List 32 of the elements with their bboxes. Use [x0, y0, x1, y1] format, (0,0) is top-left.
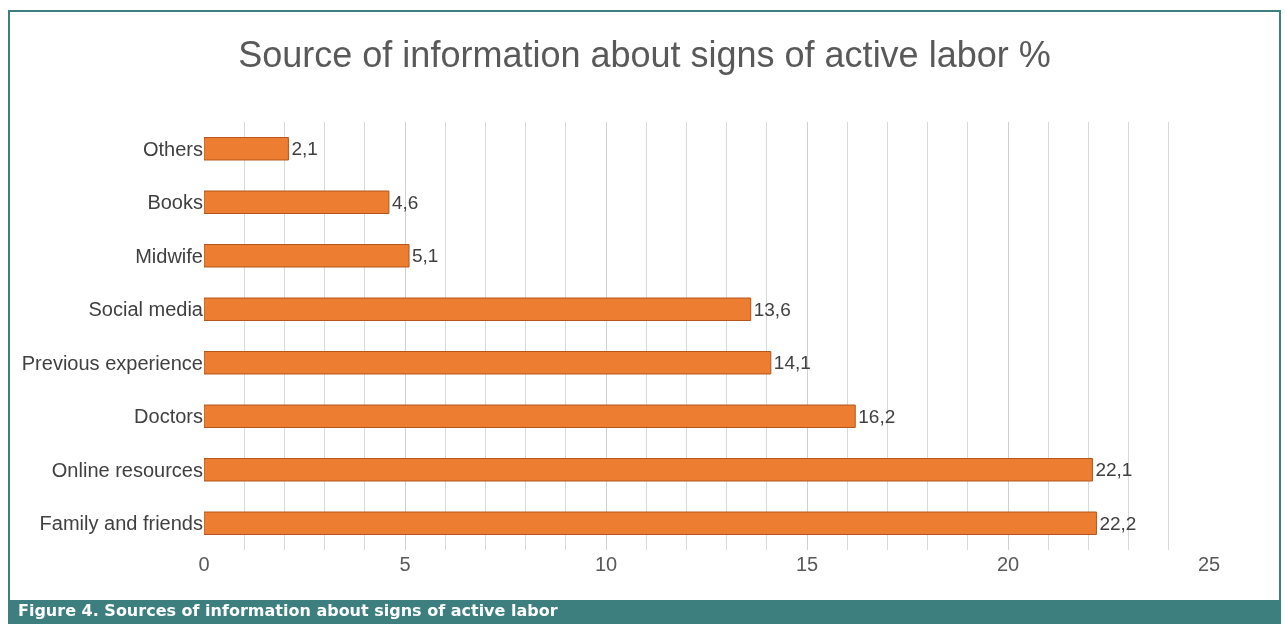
data-label: 5,1: [412, 245, 439, 267]
data-label: 14,1: [773, 352, 811, 374]
data-label: 22,1: [1095, 459, 1133, 481]
x-tick-label: 10: [594, 553, 618, 575]
x-tick-label: 0: [198, 553, 210, 575]
data-label: 4,6: [391, 191, 419, 213]
y-tick-label: Books: [147, 191, 203, 214]
y-tick-label: Family and friends: [39, 512, 203, 535]
caption: Figure 4. Sources of information about signs of active labor: [10, 600, 1279, 622]
x-tick-label: 25: [1197, 553, 1221, 575]
y-tick-label: Doctors: [134, 405, 203, 428]
bar: [204, 458, 1093, 482]
bar: [204, 244, 410, 268]
x-tick-label: 5: [399, 553, 411, 575]
y-tick-label: Others: [142, 137, 203, 160]
y-tick-label: Midwife: [135, 244, 203, 267]
bar: [204, 404, 856, 428]
data-label: 16,2: [858, 405, 896, 427]
y-tick-label: Previous experience: [21, 351, 203, 374]
bar: [204, 190, 390, 214]
bar: [204, 511, 1097, 535]
data-label: 22,2: [1099, 512, 1137, 534]
bar: [204, 297, 752, 321]
chart-title: Source of information about signs of active labor %: [238, 33, 1051, 75]
x-tick-label: 20: [996, 553, 1020, 575]
bar: [204, 137, 289, 161]
x-tick-label: 15: [795, 553, 819, 575]
data-label: 13,6: [753, 298, 791, 320]
y-tick-label: Social media: [88, 298, 204, 321]
bar: [204, 351, 772, 375]
data-label: 2,1: [291, 138, 318, 160]
y-tick-label: Online resources: [51, 458, 203, 481]
